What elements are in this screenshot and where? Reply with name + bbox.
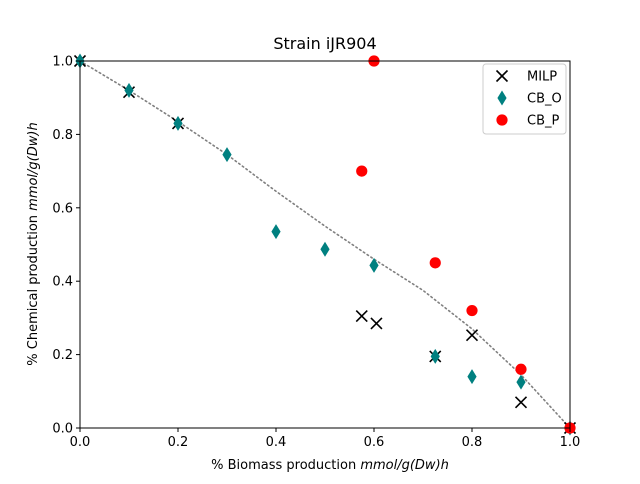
x-marker-stroke	[355, 309, 368, 323]
diamond-marker	[271, 224, 281, 240]
y-axis-label-text: % Chemical production	[26, 211, 41, 366]
y-tick-label: 0.8	[52, 128, 73, 143]
x-tick-label: 0.8	[462, 435, 483, 450]
plot-frame	[79, 60, 571, 429]
y-tick-label: 1.0	[52, 55, 73, 70]
x-marker-stroke	[370, 317, 383, 330]
circle-marker	[356, 165, 368, 177]
circle-marker	[466, 304, 478, 317]
x-marker	[514, 396, 528, 409]
x-tick-label: 1.0	[560, 435, 581, 450]
x-axis-label-text: % Biomass production	[211, 458, 360, 473]
x-axis-label-unit: mmol/g(Dw)h	[360, 458, 449, 473]
diamond-marker	[320, 241, 330, 257]
diamond-marker	[222, 147, 232, 163]
x-axis-label: % Biomass production mmol/g(Dw)h	[211, 458, 449, 473]
y-tick-label: 0.4	[52, 275, 73, 290]
legend-x-marker	[495, 69, 509, 83]
circle-marker	[429, 257, 441, 269]
diamond-marker	[369, 257, 379, 273]
diamond-marker	[173, 115, 183, 131]
x-axis-ticks: 0.0 0.2 0.4 0.6 0.8 1.0	[70, 428, 581, 450]
x-tick-label: 0.2	[168, 435, 189, 450]
x-marker-stroke	[465, 329, 479, 342]
diamond-marker	[430, 348, 440, 364]
y-tick-label: 0.0	[52, 422, 73, 437]
x-marker	[370, 317, 383, 330]
legend-diamond-marker	[497, 90, 507, 106]
legend-label: MILP	[527, 70, 557, 85]
x-tick-label: 0.4	[266, 435, 287, 450]
diamond-marker	[516, 374, 526, 390]
diamond-marker	[124, 82, 134, 98]
x-marker	[465, 329, 479, 342]
x-tick-label: 0.6	[364, 435, 385, 450]
legend-x-marker-stroke	[495, 69, 509, 83]
legend-label: CB_P	[527, 114, 559, 129]
y-tick-label: 0.2	[52, 348, 73, 363]
y-axis-ticks: 0.0 0.2 0.4 0.6 0.8 1.0	[52, 55, 80, 437]
legend-circle-marker	[496, 114, 508, 126]
x-marker	[355, 309, 368, 323]
x-marker-stroke	[514, 396, 528, 409]
trend-line-layer	[80, 61, 570, 428]
chart-title: Strain iJR904	[273, 34, 376, 53]
legend: MILP CB_O CB_P	[482, 63, 567, 135]
x-tick-label: 0.0	[70, 435, 91, 450]
y-axis-label-unit: mmol/g(Dw)h	[26, 122, 41, 211]
trend-line	[80, 61, 570, 428]
diamond-marker	[467, 369, 477, 385]
circle-marker	[515, 363, 527, 375]
y-tick-label: 0.6	[52, 201, 73, 216]
legend-label: CB_O	[527, 92, 562, 107]
y-axis-label: % Chemical production mmol/g(Dw)h	[26, 122, 41, 365]
